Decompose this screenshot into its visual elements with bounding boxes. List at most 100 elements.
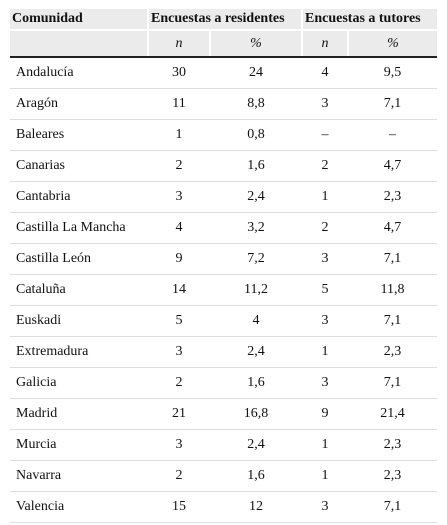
table-row: Castilla León 9 7,2 3 7,1 [10, 243, 438, 275]
value-cell: 2,4 [210, 181, 302, 213]
value-cell: 0,8 [210, 119, 302, 151]
region-cell: Cataluña [10, 274, 148, 306]
value-cell: 1,6 [210, 460, 302, 492]
value-cell: 7,1 [348, 243, 438, 275]
value-cell: – [302, 119, 348, 151]
region-cell: Navarra [10, 460, 148, 492]
value-cell: 2 [148, 367, 210, 399]
value-cell: 1 [302, 336, 348, 368]
table-row: Canarias 2 1,6 2 4,7 [10, 150, 438, 182]
table-row: Murcia 3 2,4 1 2,3 [10, 429, 438, 461]
value-cell: 5 [148, 305, 210, 337]
value-cell: 7,1 [348, 367, 438, 399]
header-cell: Comunidad [10, 9, 148, 30]
table-head: Comunidad Encuestas a residentes Encuest… [10, 9, 438, 58]
value-cell: 1 [302, 429, 348, 461]
table-row: Valencia 15 12 3 7,1 [10, 491, 438, 523]
region-cell: Madrid [10, 398, 148, 430]
table-row: Navarra 2 1,6 1 2,3 [10, 460, 438, 492]
table-row: Madrid 21 16,8 9 21,4 [10, 398, 438, 430]
value-cell: 1 [302, 460, 348, 492]
value-cell: 3 [302, 88, 348, 120]
value-cell: 11 [148, 88, 210, 120]
value-cell: 4,7 [348, 150, 438, 182]
value-cell: 3 [302, 305, 348, 337]
value-cell: 1 [302, 181, 348, 213]
value-cell: – [348, 119, 438, 151]
value-cell: 3 [302, 243, 348, 275]
value-cell: 2 [302, 212, 348, 244]
value-cell: 2,4 [210, 336, 302, 368]
header-cell [10, 29, 148, 58]
header-row: Comunidad Encuestas a residentes Encuest… [10, 9, 438, 31]
value-cell: 1 [148, 119, 210, 151]
region-cell: Murcia [10, 429, 148, 461]
value-cell: 4 [210, 305, 302, 337]
value-cell: 4 [302, 57, 348, 89]
region-cell: Castilla La Mancha [10, 212, 148, 244]
table-row: Cantabria 3 2,4 1 2,3 [10, 181, 438, 213]
value-cell: 9 [302, 398, 348, 430]
value-cell: 8,8 [210, 88, 302, 120]
value-cell: 7,2 [210, 243, 302, 275]
subheader-cell: % [346, 29, 438, 58]
value-cell: 9,5 [348, 57, 438, 89]
table-row: Euskadi 5 4 3 7,1 [10, 305, 438, 337]
region-cell: Cantabria [10, 181, 148, 213]
region-cell: Euskadi [10, 305, 148, 337]
region-cell: Galicia [10, 367, 148, 399]
value-cell: 2,3 [348, 181, 438, 213]
region-cell: Castilla León [10, 243, 148, 275]
value-cell: 1,6 [210, 367, 302, 399]
value-cell: 4,7 [348, 212, 438, 244]
table-row: Baleares 1 0,8– – [10, 119, 438, 151]
value-cell: 4 [148, 212, 210, 244]
region-cell: Canarias [10, 150, 148, 182]
value-cell: 5 [302, 274, 348, 306]
value-cell: 16,8 [210, 398, 302, 430]
value-cell: 3,2 [210, 212, 302, 244]
value-cell: 30 [148, 57, 210, 89]
value-cell: 2,4 [210, 429, 302, 461]
table-row: Extremadura 3 2,4 1 2,3 [10, 336, 438, 368]
value-cell: 7,1 [348, 305, 438, 337]
table-row: Galicia 2 1,6 3 7,1 [10, 367, 438, 399]
header-cell: Encuestas a residentes [147, 9, 302, 31]
value-cell: 3 [148, 336, 210, 368]
value-cell: 2,3 [348, 429, 438, 461]
value-cell: 11,8 [348, 274, 438, 306]
table-body: Andalucía 30 24 4 9,5 Aragón 11 8,8 3 7,1 Baleares… [10, 57, 438, 523]
value-cell: 11,2 [210, 274, 302, 306]
value-cell: 2,3 [348, 460, 438, 492]
value-cell: 2 [302, 150, 348, 182]
table-row: Castilla La Mancha 4 3,2 2 4,7 [10, 212, 438, 244]
value-cell: 2 [148, 150, 210, 182]
value-cell: 2,3 [348, 336, 438, 368]
value-cell: 21,4 [348, 398, 438, 430]
subheader-cell: % [209, 29, 302, 58]
table-row: Aragón 11 8,8 3 7,1 [10, 88, 438, 120]
region-cell: Andalucía [10, 57, 148, 89]
value-cell: 7,1 [348, 88, 438, 120]
table-row: Cataluña 14 11,2 5 11,8 [10, 274, 438, 306]
subheader-cell: n [147, 29, 210, 58]
value-cell: 2 [148, 460, 210, 492]
data-table: Comunidad Encuestas a residentes Encuest… [10, 9, 438, 523]
header-cell: Encuestas a tutores [300, 9, 438, 31]
subheader-row: n % n % [10, 29, 438, 58]
value-cell: 12 [210, 491, 302, 523]
value-cell: 14 [148, 274, 210, 306]
value-cell: 15 [148, 491, 210, 523]
region-cell: Extremadura [10, 336, 148, 368]
value-cell: 24 [210, 57, 302, 89]
subheader-cell: n [301, 29, 348, 58]
value-cell: 1,6 [210, 150, 302, 182]
region-cell: Baleares [10, 119, 148, 151]
value-cell: 3 [148, 181, 210, 213]
table-row: Andalucía 30 24 4 9,5 [10, 57, 438, 89]
value-cell: 9 [148, 243, 210, 275]
value-cell: 7,1 [348, 491, 438, 523]
region-cell: Valencia [10, 491, 148, 523]
region-cell: Aragón [10, 88, 148, 120]
